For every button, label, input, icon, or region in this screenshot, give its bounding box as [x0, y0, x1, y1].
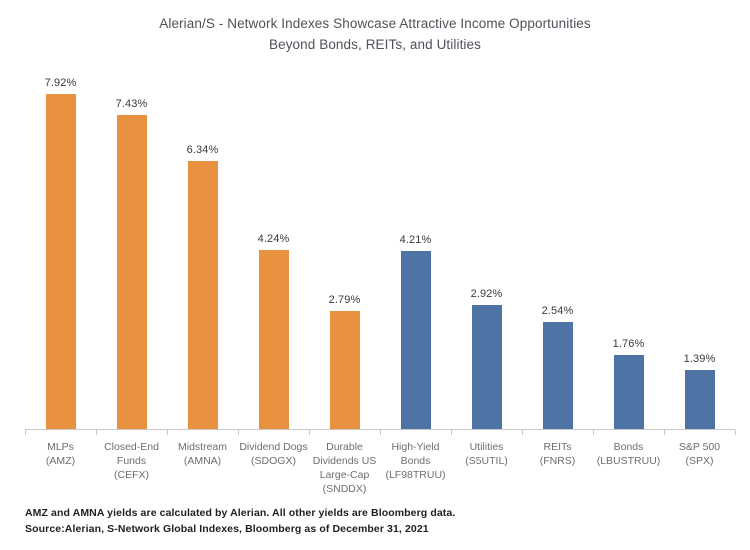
bar-column: 7.92% [25, 62, 96, 429]
bar-value-label: 4.21% [399, 234, 432, 246]
bar-value-label: 1.76% [612, 338, 645, 350]
bar-column: 1.39% [664, 62, 735, 429]
category-label: Dividend Dogs (SDOGX) [239, 441, 308, 467]
category-label: Closed-End Funds (CEFX) [104, 441, 159, 481]
bar-value-label: 6.34% [186, 144, 219, 156]
category-label: S&P 500 (SPX) [678, 441, 721, 467]
bar [116, 115, 147, 429]
bar [542, 322, 573, 429]
footer: AMZ and AMNA yields are calculated by Al… [25, 506, 455, 537]
x-axis-ticks [25, 430, 736, 435]
bar [329, 311, 360, 429]
footnote-text: AMZ and AMNA yields are calculated by Al… [25, 507, 456, 519]
bar [684, 370, 715, 429]
plot-area: 7.92% 7.43% 6.34% 4.24% 2.79% 4.21% 2.92% 2.54%… [25, 62, 735, 430]
bar [613, 355, 644, 429]
bar [471, 305, 502, 429]
bar-column: 4.21% [380, 62, 451, 429]
bar [45, 94, 76, 429]
bar-value-label: 7.92% [44, 77, 77, 89]
source-text: Source:Alerian, S-Network Global Indexes… [25, 522, 429, 535]
bar-column: 6.34% [167, 62, 238, 429]
bar-column: 4.24% [238, 62, 309, 429]
bar [187, 161, 218, 429]
bar-column: 1.76% [593, 62, 664, 429]
category-label: High-Yield Bonds (LF98TRUU) [385, 441, 446, 481]
category-label: REITs (FNRS) [539, 441, 576, 467]
bar [400, 251, 431, 429]
bar-column: 2.79% [309, 62, 380, 429]
category-label: Durable Dividends US Large-Cap (SNDDX) [312, 441, 377, 495]
bar-column: 2.92% [451, 62, 522, 429]
x-axis-category-labels: MLPs (AMZ) Closed-End Funds (CEFX) Midstre… [25, 440, 735, 496]
bar-value-label: 2.54% [541, 305, 574, 317]
bar-value-label: 7.43% [115, 98, 148, 110]
category-label: Utilities (S5UTIL) [465, 441, 508, 467]
category-label: MLPs (AMZ) [45, 441, 76, 467]
category-label: Midstream (AMNA) [177, 441, 227, 467]
category-label: Bonds (LBUSTRUU) [596, 441, 661, 467]
bar-value-label: 2.79% [328, 294, 361, 306]
bar-value-label: 2.92% [470, 288, 503, 300]
bar-column: 7.43% [96, 62, 167, 429]
bar-value-label: 1.39% [683, 353, 716, 365]
chart-title: Alerian/S - Network Indexes Showcase Att… [159, 16, 591, 52]
bar-column: 2.54% [522, 62, 593, 429]
bar [258, 250, 289, 429]
bar-value-label: 4.24% [257, 233, 290, 245]
